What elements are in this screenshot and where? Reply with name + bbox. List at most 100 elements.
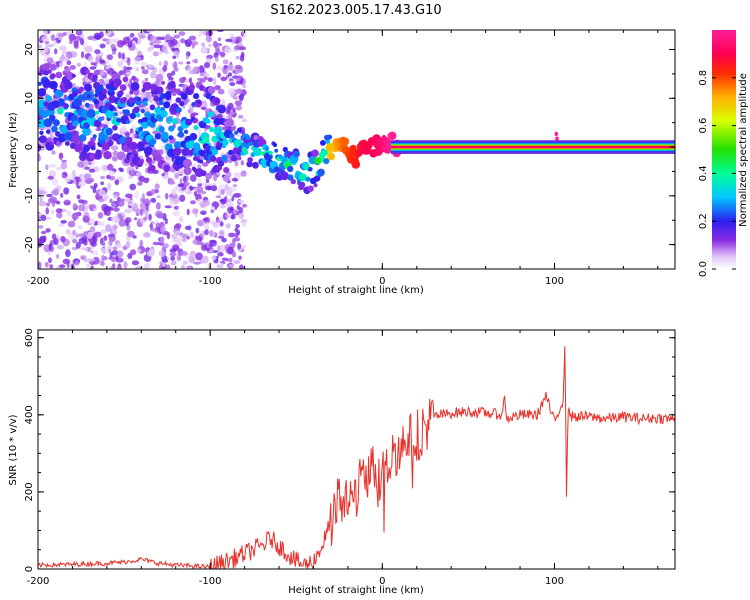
spectrogram-noise-blob	[78, 180, 86, 187]
spectrogram-noise-blob	[162, 65, 168, 72]
spectrogram-noise-blob	[169, 252, 177, 257]
spectrogram-noise-blob	[166, 72, 173, 78]
spectrogram-noise-blob	[41, 230, 47, 235]
spectrogram-noise-blob	[161, 266, 166, 269]
spectrogram-noise-blob	[240, 160, 244, 166]
spectrogram-cell	[125, 119, 131, 125]
spectrogram-noise-blob	[99, 229, 108, 234]
spectrogram-noise-blob	[204, 229, 209, 236]
spectrogram-noise-blob	[62, 258, 71, 265]
spectrogram-noise-blob	[50, 34, 56, 41]
spectrogram-cell	[252, 161, 259, 169]
spectrogram-cell	[229, 133, 235, 139]
spectrogram-noise-blob	[223, 196, 228, 204]
spectrogram-cell	[188, 84, 196, 91]
snr-x-tick-label: -100	[199, 576, 222, 587]
spectrogram-noise-blob	[200, 190, 206, 195]
spectrogram-noise-blob	[186, 208, 190, 216]
spectrogram-cell	[138, 126, 144, 132]
spectrogram-noise-blob	[232, 96, 239, 100]
spectrogram-noise-blob	[123, 198, 132, 202]
spectrogram-heatmap	[38, 30, 675, 269]
spectrogram-noise-blob	[198, 178, 202, 185]
spectrogram-noise-blob	[108, 38, 116, 44]
spectrogram-noise-blob	[130, 32, 135, 38]
spectrogram-noise-blob	[125, 66, 133, 70]
spectrogram-noise-blob	[39, 235, 46, 244]
spectrogram-noise-blob	[72, 229, 77, 236]
spectrogram-cell	[58, 98, 65, 105]
spectrogram-noise-blob	[97, 221, 101, 225]
spectrogram-noise-blob	[61, 56, 69, 62]
spectrogram-noise-blob	[141, 69, 149, 75]
spectrogram-noise-blob	[170, 255, 176, 261]
spectrogram-noise-blob	[172, 210, 181, 217]
spectrogram-noise-blob	[228, 72, 232, 77]
spectrogram-cell	[41, 63, 50, 71]
spectrogram-cell	[386, 145, 391, 150]
spectrogram-noise-blob	[114, 216, 120, 224]
spectrogram-cell	[172, 147, 181, 156]
spectrogram-cell	[103, 151, 112, 160]
spectrogram-noise-blob	[100, 175, 106, 180]
spectrogram-noise-blob	[72, 202, 77, 210]
spectrogram-y-tick-label: 20	[24, 43, 35, 56]
snr-x-tick-label: -200	[27, 576, 50, 587]
spectrogram-cell	[50, 73, 56, 79]
spectrogram-cell	[133, 106, 140, 114]
spectrogram-cell	[158, 126, 165, 133]
spectrogram-cell	[199, 159, 204, 164]
figure-title: S162.2023.005.17.43.G10	[270, 3, 441, 18]
spectrogram-noise-blob	[202, 217, 209, 222]
spectrogram-noise-blob	[126, 72, 132, 76]
spectrogram-noise-blob	[193, 187, 197, 192]
spectrogram-noise-blob	[220, 51, 226, 58]
spectrogram-noise-blob	[115, 257, 124, 263]
spectrogram-noise-blob	[150, 188, 156, 195]
spectrogram-noise-blob	[227, 246, 234, 255]
spectrogram-cell	[142, 100, 148, 106]
spectrogram-noise-blob	[178, 77, 186, 84]
spectrogram-noise-blob	[45, 202, 51, 207]
spectrogram-cell	[154, 107, 162, 115]
spectrogram-noise-blob	[89, 226, 96, 233]
spectrogram-cell	[71, 73, 76, 78]
spectrogram-noise-blob	[206, 247, 210, 252]
spectrogram-cell	[119, 84, 127, 91]
spectrogram-cell	[246, 160, 253, 168]
spectrogram-noise-blob	[148, 213, 152, 221]
spectrogram-noise-blob	[156, 36, 162, 41]
snr-x-tick-label: 100	[545, 576, 564, 587]
spectrogram-noise-blob	[159, 225, 167, 233]
spectrogram-noise-blob	[222, 212, 228, 221]
spectrogram-noise-blob	[61, 159, 67, 163]
spectrogram-noise-blob	[56, 244, 64, 250]
spectrogram-noise-blob	[150, 71, 157, 79]
spectrogram-noise-blob	[176, 254, 182, 262]
spectrogram-cell	[71, 134, 81, 144]
spectrogram-cell	[222, 139, 229, 146]
spectrogram-cell	[108, 140, 114, 146]
spectrogram-noise-blob	[185, 39, 192, 47]
spectrogram-noise-blob	[188, 35, 197, 41]
spectrogram-cell	[56, 90, 64, 98]
spectrogram-noise-blob	[38, 153, 41, 162]
spectrogram-cell	[247, 157, 253, 163]
spectrogram-plot-area	[38, 30, 675, 269]
spectrogram-cell	[49, 63, 57, 71]
spectrogram-noise-blob	[116, 40, 125, 48]
spectrogram-noise-blob	[41, 36, 50, 42]
spectrogram-cell	[163, 101, 171, 109]
spectrogram-noise-blob	[192, 208, 199, 215]
spectrogram-cell	[317, 168, 325, 177]
spectrogram-cell	[98, 94, 105, 101]
spectrogram-noise-blob	[242, 84, 247, 89]
spectrogram-noise-blob	[45, 228, 51, 233]
spectrogram-noise-blob	[100, 247, 109, 254]
spectrogram-cell	[116, 151, 126, 161]
spectrogram-cell	[84, 102, 90, 108]
spectrogram-noise-blob	[212, 40, 218, 48]
spectrogram-cell	[113, 112, 118, 117]
spectrogram-cell	[153, 95, 160, 102]
